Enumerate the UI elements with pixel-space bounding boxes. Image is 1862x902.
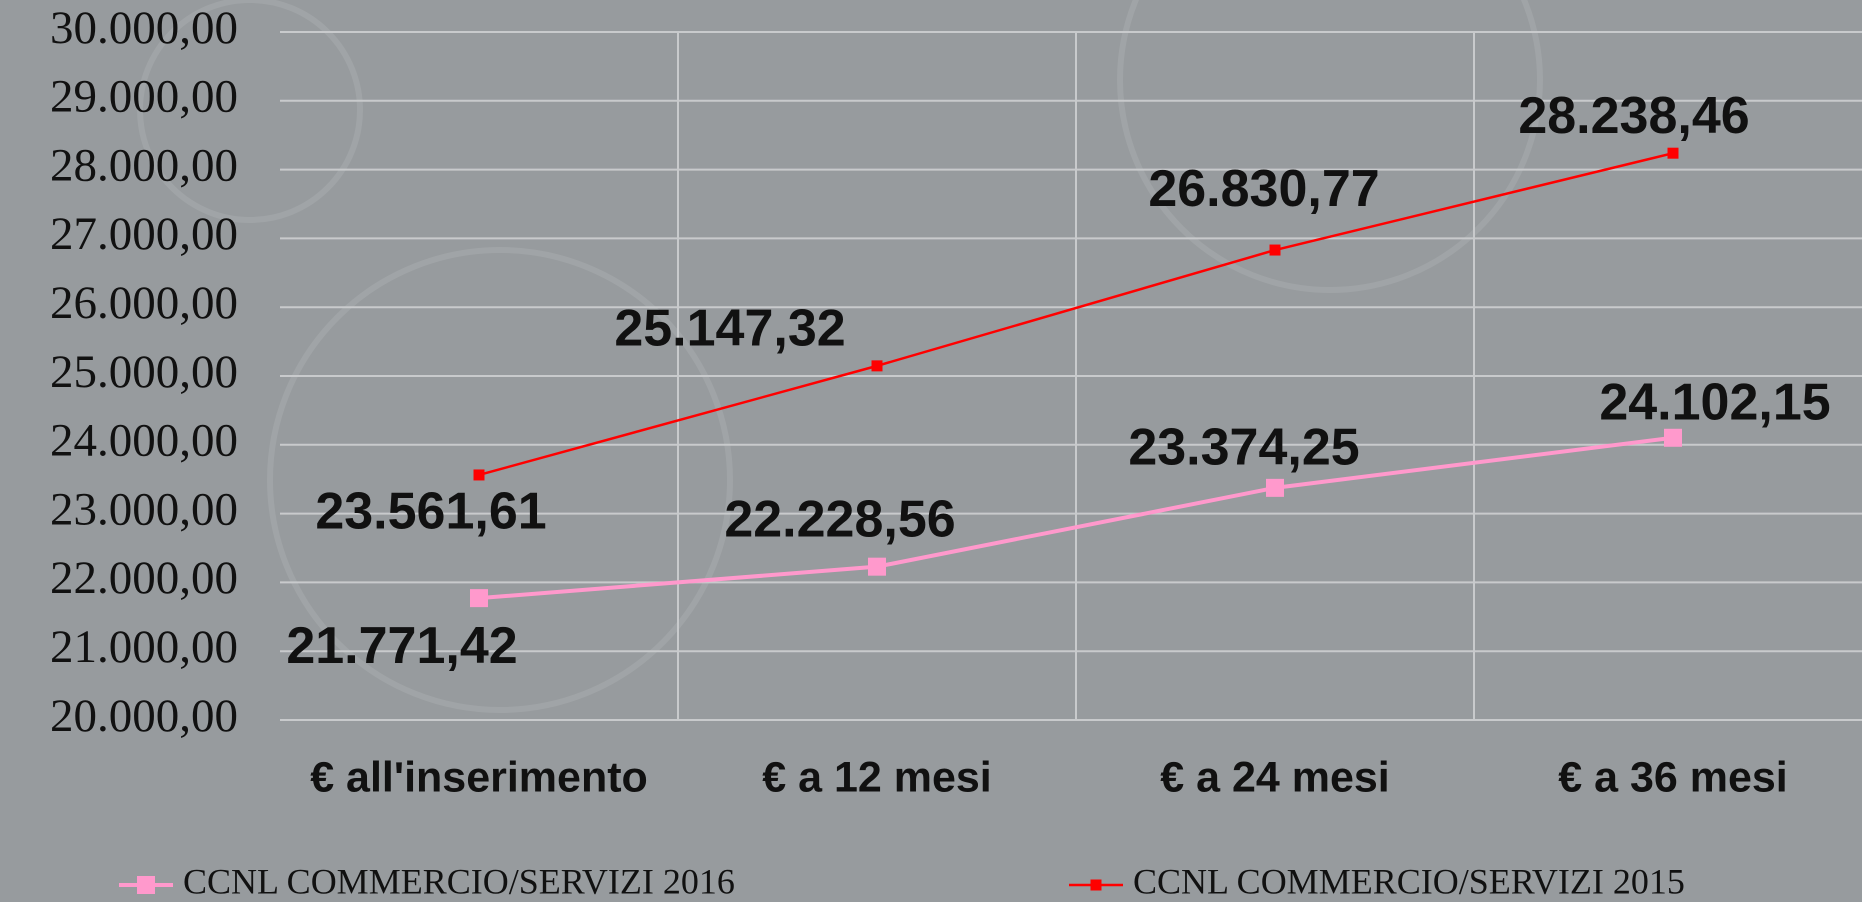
legend-marker	[1091, 880, 1102, 891]
x-tick-label: € a 36 mesi	[1558, 753, 1788, 801]
marker	[474, 469, 485, 480]
legend-label: CCNL COMMERCIO/SERVIZI 2015	[1133, 861, 1685, 901]
y-tick-label: 23.000,00	[50, 483, 238, 535]
legend-marker	[137, 876, 155, 894]
x-tick-label: € a 12 mesi	[762, 753, 992, 801]
y-tick-label: 20.000,00	[50, 690, 238, 742]
data-label: 21.771,42	[286, 617, 517, 675]
chart: 20.000,00 21.000,00 22.000,00 23.000,00 24.0…	[0, 0, 1862, 902]
data-label: 23.561,61	[315, 483, 546, 541]
y-tick-label: 22.000,00	[50, 552, 238, 604]
y-tick-label: 27.000,00	[50, 208, 238, 260]
marker	[1270, 245, 1281, 256]
legend-label: CCNL COMMERCIO/SERVIZI 2016	[183, 861, 735, 901]
marker	[1266, 479, 1284, 497]
data-label: 24.102,15	[1599, 374, 1830, 432]
data-label: 23.374,25	[1128, 419, 1359, 477]
marker	[470, 589, 488, 607]
y-tick-label: 28.000,00	[50, 139, 238, 191]
y-tick-label: 29.000,00	[50, 71, 238, 123]
x-tick-label: € all'inserimento	[310, 753, 648, 801]
marker	[868, 558, 886, 576]
x-tick-label: € a 24 mesi	[1160, 753, 1390, 801]
y-tick-label: 26.000,00	[50, 277, 238, 329]
y-tick-label: 24.000,00	[50, 415, 238, 467]
y-tick-label: 25.000,00	[50, 346, 238, 398]
page: {"chart_data": {"type": "line", "categor…	[0, 0, 1862, 902]
marker	[1668, 148, 1679, 159]
data-label: 26.830,77	[1148, 160, 1379, 218]
data-label: 22.228,56	[724, 490, 955, 548]
data-label: 25.147,32	[614, 300, 845, 358]
y-tick-label: 21.000,00	[50, 621, 238, 673]
data-label: 28.238,46	[1518, 87, 1749, 145]
marker	[872, 360, 883, 371]
y-tick-label: 30.000,00	[50, 2, 238, 54]
